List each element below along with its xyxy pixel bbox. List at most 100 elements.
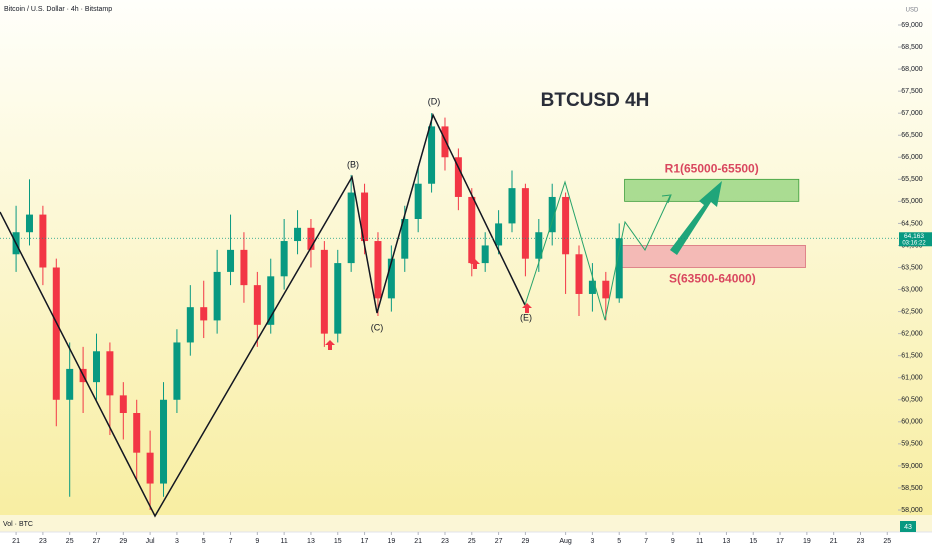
x-tick-label: 17	[776, 538, 784, 545]
big-arrow	[670, 181, 722, 255]
candle-body	[294, 227, 302, 242]
x-tick-label: 5	[202, 538, 206, 545]
x-tick-label: 21	[414, 538, 422, 545]
candle-body	[280, 241, 288, 277]
x-tick-label: 29	[521, 538, 529, 545]
x-tick-label: 13	[307, 538, 315, 545]
y-tick-label: 60,500	[901, 397, 923, 404]
x-tick-label: 7	[644, 538, 648, 545]
red-arrow	[325, 340, 335, 350]
last-price-tag	[899, 232, 932, 247]
x-tick-label: 19	[803, 538, 811, 545]
x-tick-label: 11	[281, 538, 288, 545]
candle-body	[227, 249, 235, 272]
candle-body	[347, 192, 355, 264]
volume-value: 43	[904, 524, 912, 531]
candle-body	[428, 126, 436, 184]
x-tick-label: 23	[857, 538, 865, 545]
y-tick-label: 58,500	[901, 485, 923, 492]
candle-body	[186, 307, 194, 343]
candle-body	[320, 249, 328, 334]
y-tick-label: 68,000	[901, 66, 923, 73]
y-tick-label: 58,000	[901, 507, 923, 514]
candle-body	[160, 399, 168, 484]
y-tick-label: 66,500	[901, 132, 923, 139]
candle-body	[562, 196, 570, 255]
candle-body	[240, 249, 248, 286]
y-tick-label: 59,000	[901, 463, 923, 470]
candle-body	[401, 219, 409, 259]
y-tick-label: 67,500	[901, 88, 923, 95]
y-tick-label: 64,500	[901, 220, 923, 227]
y-tick-label: 69,000	[901, 22, 923, 29]
candle-body	[441, 126, 449, 158]
projection-line	[524, 180, 671, 321]
x-tick-label: 19	[387, 538, 395, 545]
candle-body	[387, 258, 395, 299]
x-tick-label: 5	[617, 538, 621, 545]
candle-body	[253, 285, 261, 325]
y-tick-label: 60,000	[901, 419, 923, 426]
currency: USD	[906, 8, 919, 14]
y-tick-label: 61,500	[901, 353, 923, 360]
candle-body	[39, 214, 47, 268]
x-tick-label: Jul	[146, 538, 155, 545]
candle-body	[468, 196, 476, 264]
x-tick-label: 13	[723, 538, 731, 545]
zone-label: S(63500-64000)	[669, 272, 756, 286]
candle-body	[602, 280, 610, 299]
candle-body	[414, 183, 422, 219]
candle-body	[361, 192, 369, 242]
red-arrow	[522, 303, 532, 313]
x-tick-label: 27	[495, 538, 503, 545]
wave-label: (E)	[520, 312, 532, 322]
wave-label: (D)	[428, 96, 441, 106]
candle-body	[548, 196, 556, 233]
last-price-label: 64,163	[904, 233, 924, 240]
x-tick-label: 27	[93, 538, 101, 545]
y-tick-label: 66,000	[901, 154, 923, 161]
y-tick-label: 65,500	[901, 176, 923, 183]
candle-body	[52, 267, 60, 400]
x-tick-label: 25	[66, 538, 74, 545]
candle-body	[200, 307, 208, 321]
candle-body	[374, 241, 382, 299]
candle-body	[267, 276, 275, 325]
candle-body	[66, 368, 74, 400]
countdown: 03:16:22	[902, 240, 926, 246]
wave-label: (C)	[371, 322, 384, 332]
candle-body	[521, 188, 529, 259]
zone	[618, 245, 806, 268]
candle-body	[334, 263, 342, 334]
x-tick-label: 3	[175, 538, 179, 545]
candle-body	[133, 413, 141, 453]
x-tick-label: 15	[749, 538, 757, 545]
y-tick-label: 62,000	[901, 330, 923, 337]
candle-body	[575, 254, 583, 294]
candle-body	[454, 157, 462, 197]
x-tick-label: 7	[229, 538, 233, 545]
candle-body	[535, 232, 543, 259]
y-tick-label: 65,000	[901, 198, 923, 205]
y-tick-label: 61,000	[901, 375, 923, 382]
candle-body	[307, 227, 315, 250]
x-tick-label: 25	[883, 538, 891, 545]
wave-label: (B)	[347, 159, 359, 169]
x-tick-label: 9	[671, 538, 675, 545]
x-tick-label: 11	[696, 538, 703, 545]
candle-body	[481, 245, 489, 264]
x-tick-label: 21	[12, 538, 20, 545]
x-tick-label: 3	[590, 538, 594, 545]
symbol-title: Bitcoin / U.S. Dollar · 4h · Bitstamp	[4, 6, 112, 13]
y-tick-label: 63,000	[901, 286, 923, 293]
volume-tag	[900, 521, 916, 532]
y-tick-label: 59,500	[901, 441, 923, 448]
candle-body	[25, 214, 33, 233]
y-tick-label: 68,500	[901, 44, 923, 51]
candle-body	[508, 188, 516, 224]
y-tick-label: 63,500	[901, 264, 923, 271]
x-tick-label: 17	[361, 538, 369, 545]
candle-body	[93, 351, 101, 383]
x-tick-label: 29	[119, 538, 127, 545]
